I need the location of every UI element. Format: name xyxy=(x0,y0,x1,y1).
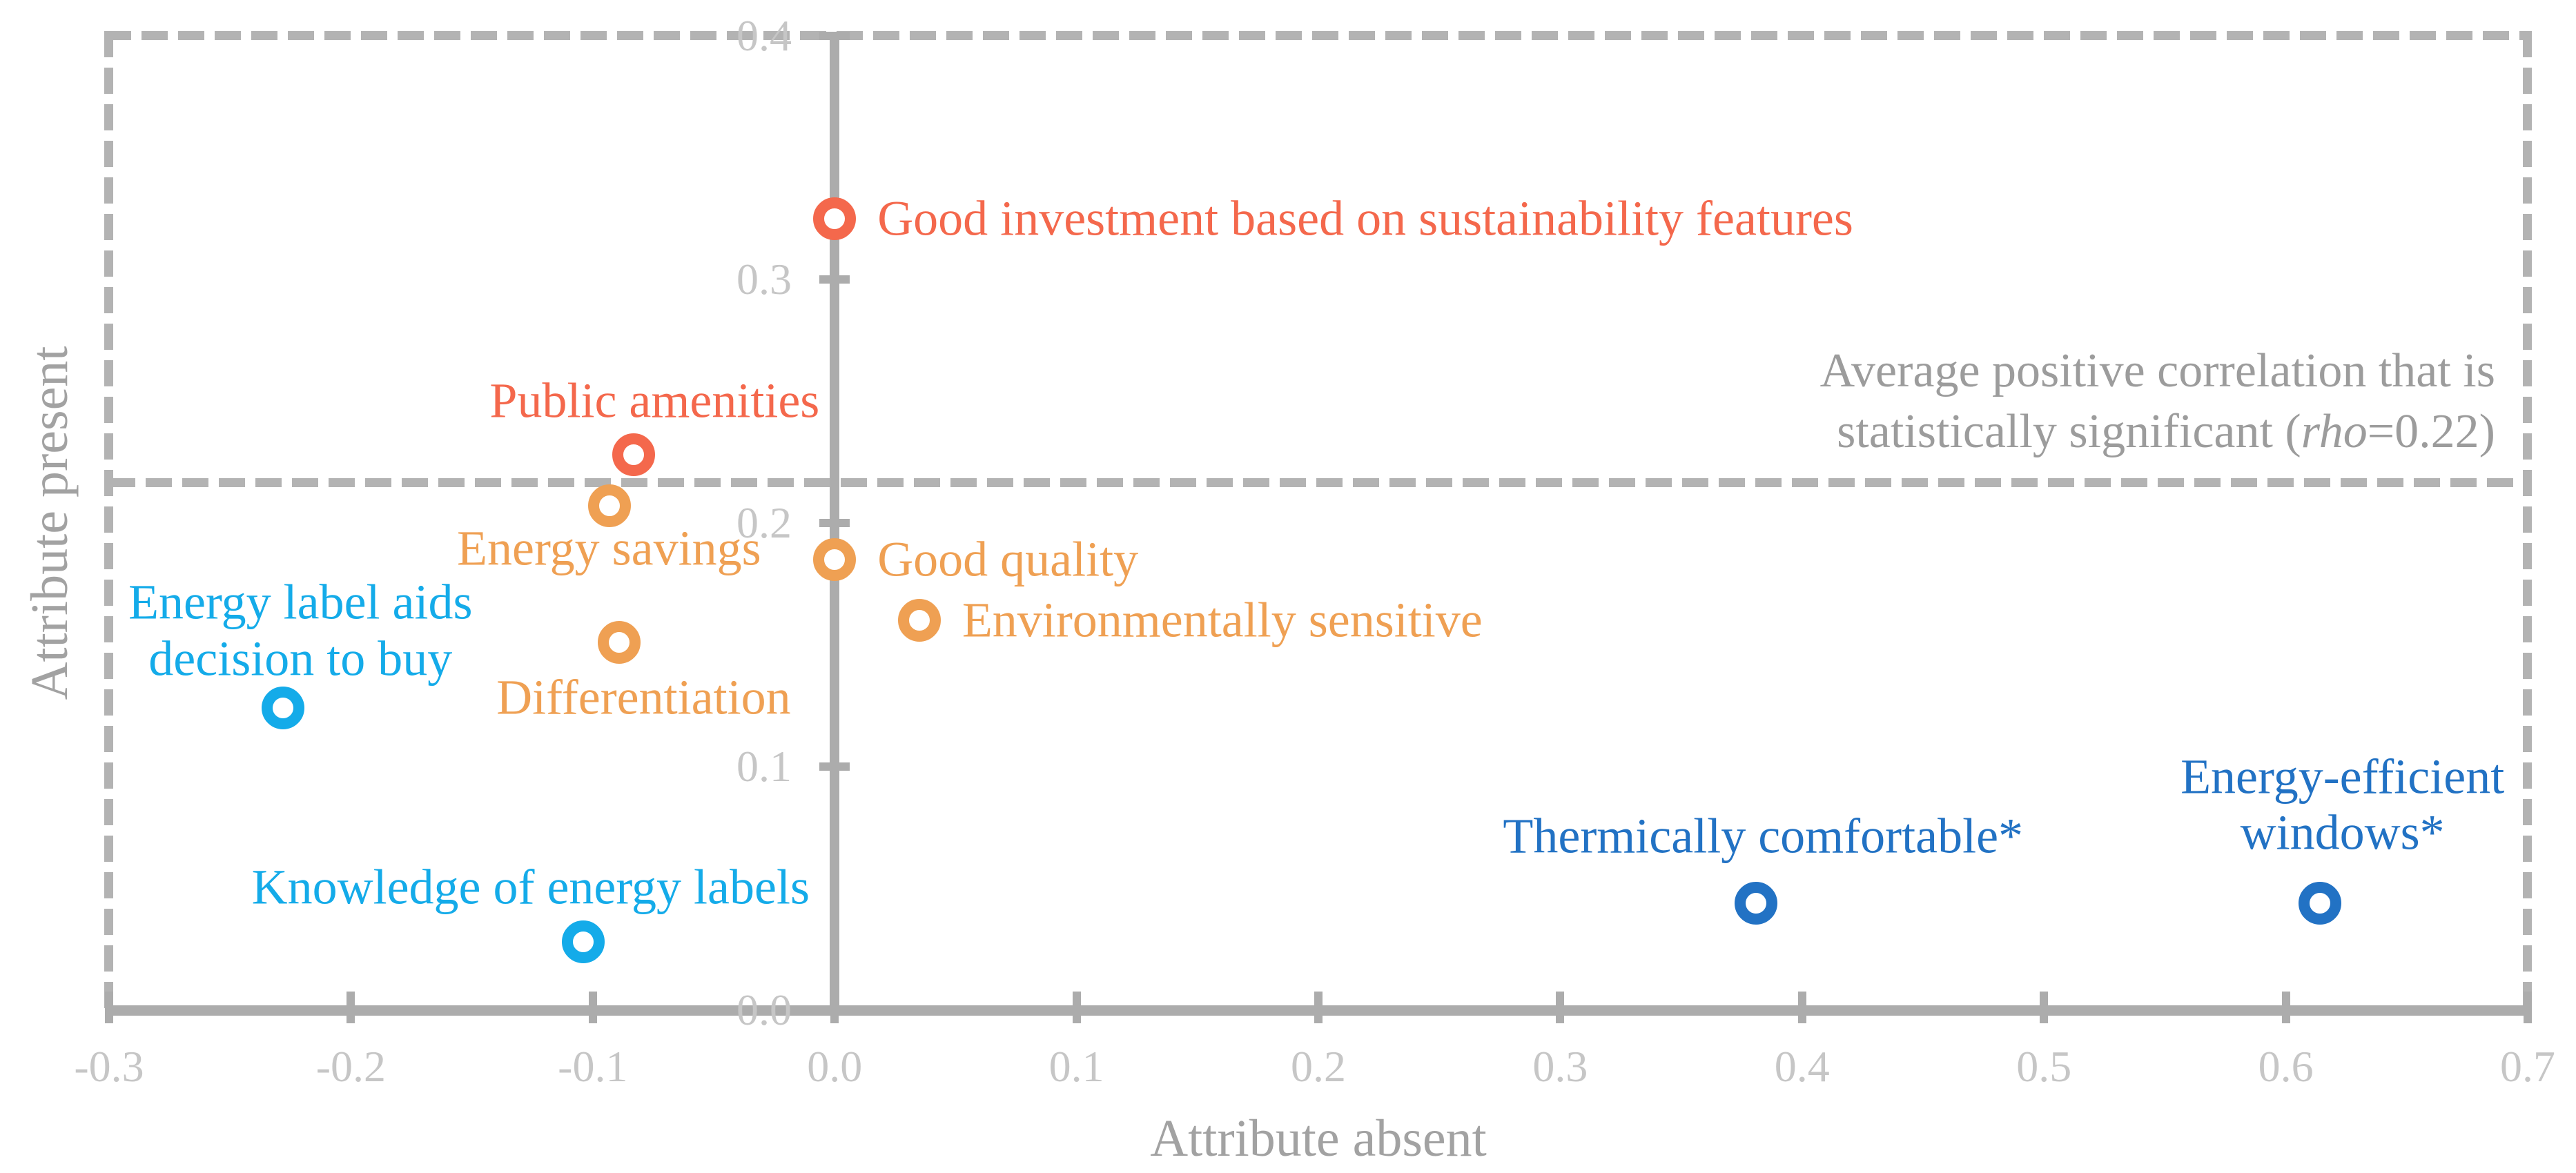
x-tick-label: 0.5 xyxy=(2016,1042,2072,1091)
x-tick-label: 0.1 xyxy=(1048,1042,1104,1091)
data-point-good-investment-based-on-sustainability-features xyxy=(813,197,857,240)
x-tick xyxy=(2281,992,2290,1023)
x-tick xyxy=(1314,992,1323,1023)
plot-border-top xyxy=(105,31,2532,40)
data-point-label-differentiation: Differentiation xyxy=(496,669,791,725)
annotation-line2: statistically significant (rho=0.22) xyxy=(1837,405,2495,458)
x-tick-label: 0.7 xyxy=(2500,1042,2555,1091)
data-point-label-public-amenities: Public amenities xyxy=(489,373,820,428)
data-point-knowledge-of-energy-labels xyxy=(561,920,605,964)
y-tick xyxy=(819,32,850,40)
data-point-public-amenities xyxy=(612,433,656,477)
data-point-label-energy-efficient-windows: Energy-efficient windows* xyxy=(2180,749,2505,860)
x-tick-label: 0.4 xyxy=(1774,1042,1830,1091)
x-tick-label: -0.1 xyxy=(558,1042,628,1091)
y-tick xyxy=(819,762,850,771)
data-point-label-thermically-comfortable: Thermically comfortable* xyxy=(1503,807,2024,863)
y-axis-title: Attribute present xyxy=(21,346,79,700)
data-point-energy-efficient-windows xyxy=(2298,881,2341,925)
y-tick-label: 0.4 xyxy=(736,11,792,60)
data-point-energy-label-aids-decision-to-buy xyxy=(262,687,305,730)
plot-border-left xyxy=(104,31,113,1010)
data-point-good-quality xyxy=(813,538,857,581)
x-tick-label: -0.3 xyxy=(74,1042,144,1091)
x-tick xyxy=(2524,992,2532,1023)
data-point-thermically-comfortable xyxy=(1735,881,1778,925)
data-point-label-knowledge-of-energy-labels: Knowledge of energy labels xyxy=(251,859,810,915)
y-tick xyxy=(819,519,850,527)
data-point-label-energy-label-aids-decision-to-buy: Energy label aids decision to buy xyxy=(128,574,473,687)
rho-symbol: rho xyxy=(2301,405,2368,458)
data-point-label-energy-savings: Energy savings xyxy=(457,520,761,576)
x-tick xyxy=(347,992,355,1023)
x-tick-label: -0.2 xyxy=(315,1042,387,1091)
data-point-energy-savings xyxy=(588,484,632,528)
x-tick xyxy=(2040,992,2049,1023)
x-tick xyxy=(1556,992,1565,1023)
y-tick xyxy=(819,275,850,284)
x-tick xyxy=(830,992,839,1023)
significance-annotation: Average positive correlation that is sta… xyxy=(1820,341,2495,462)
y-tick-label: 0.3 xyxy=(736,255,792,304)
annotation-line1: Average positive correlation that is xyxy=(1819,344,2495,397)
x-tick xyxy=(105,992,113,1023)
data-point-differentiation xyxy=(598,620,641,664)
x-tick-label: 0.0 xyxy=(807,1042,863,1091)
x-tick-label: 0.3 xyxy=(1532,1042,1588,1091)
data-point-label-environmentally-sensitive: Environmentally sensitive xyxy=(962,592,1483,648)
x-tick-label: 0.2 xyxy=(1291,1042,1346,1091)
x-tick-label: 0.6 xyxy=(2258,1042,2314,1091)
y-tick-label: 0.1 xyxy=(736,742,792,791)
data-point-label-good-quality: Good quality xyxy=(877,531,1139,587)
x-tick xyxy=(588,992,597,1023)
data-point-environmentally-sensitive xyxy=(897,599,941,642)
x-axis-title: Attribute absent xyxy=(1150,1110,1487,1167)
y-tick-label: 0.2 xyxy=(736,498,792,547)
x-tick xyxy=(1072,992,1081,1023)
y-tick-label: 0.0 xyxy=(736,985,792,1034)
x-tick xyxy=(1797,992,1806,1023)
significance-threshold-line xyxy=(109,477,2528,487)
plot-border-right xyxy=(2523,31,2532,1010)
data-point-label-good-investment-based-on-sustainability-features: Good investment based on sustainability … xyxy=(877,190,1853,246)
